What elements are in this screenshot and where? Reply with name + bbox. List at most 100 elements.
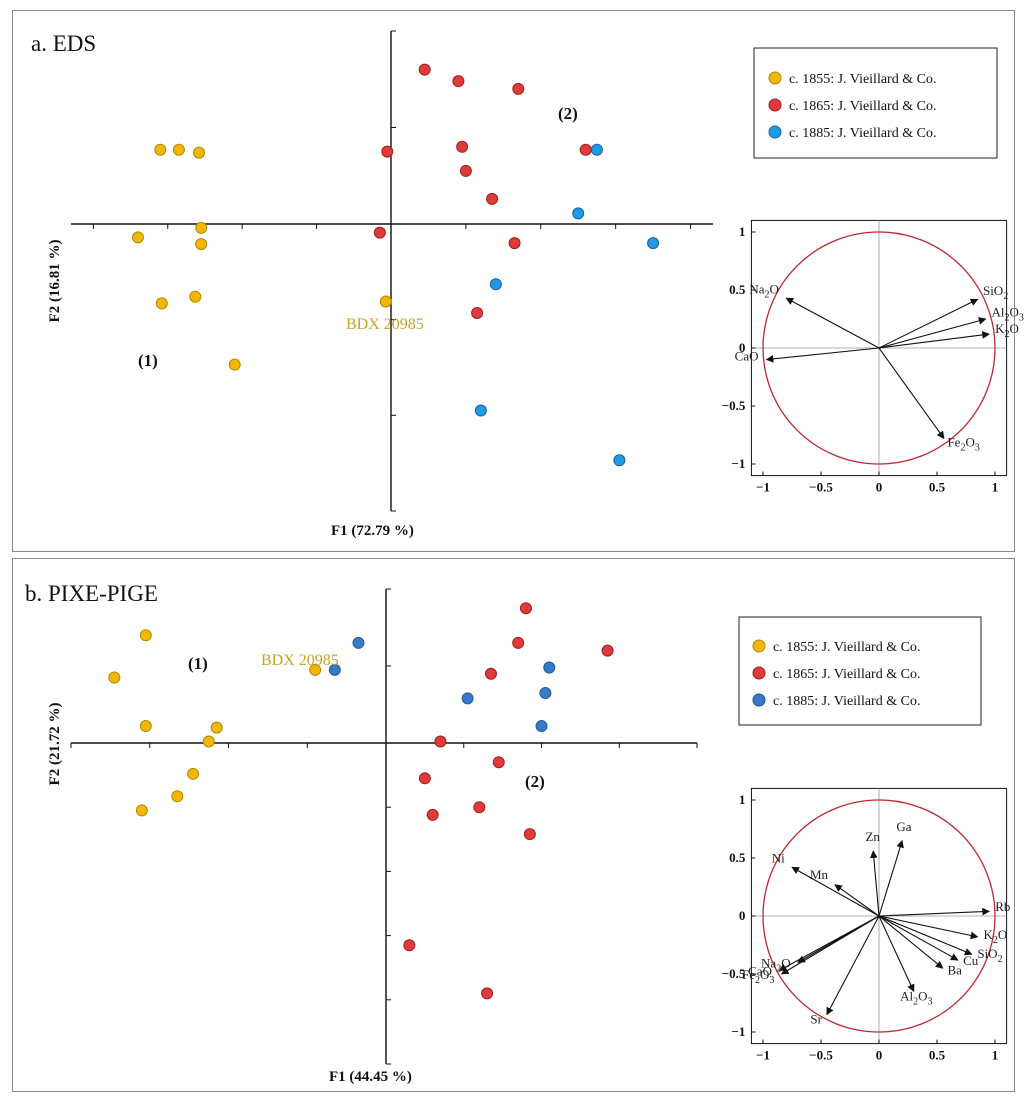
data-point-1855 (108, 671, 121, 684)
loadings-y-tick-label: −0.5 (722, 966, 746, 981)
x-axis-label: F1 (44.45 %) (329, 1069, 412, 1085)
score-axes (70, 588, 698, 1065)
loading-label: Ni (772, 850, 785, 865)
loadings-plot: −11−0.50.5000.5−0.51−1NiMnZnGaRbK2OSiO2C… (722, 787, 1010, 1063)
sample-annotation: BDX 20985 (346, 316, 424, 333)
data-point-1885 (328, 663, 341, 676)
loadings-x-tick-label: −0.5 (809, 1048, 833, 1063)
data-point-1865 (456, 140, 469, 153)
loadings-y-tick-label: 0 (739, 908, 746, 923)
loading-label: K2O (983, 927, 1007, 946)
legend-label-1865: c. 1865: J. Vieillard & Co. (773, 667, 920, 682)
data-point-1865 (403, 939, 416, 952)
loadings-y-tick-label: −0.5 (722, 398, 746, 413)
group-2-label: (2) (525, 772, 545, 791)
group-2-label: (2) (558, 104, 578, 123)
data-point-1885 (590, 143, 603, 156)
loadings-plot: −1 1 −0.5 0.5 0 0 0.5 −0.5 1 −1 Na2O CaO SiO2 Al2O3K2… (722, 219, 1024, 495)
data-point-1855 (210, 721, 223, 734)
legend-label-1885: c. 1885: J. Vieillard & Co. (773, 694, 920, 709)
loading-vector (765, 347, 880, 363)
data-point-1885 (572, 207, 585, 220)
loadings-x-tick-label: 0 (876, 480, 883, 495)
loadings-x-tick-label: −1 (756, 1048, 770, 1063)
loading-label: Zn (865, 829, 880, 844)
data-point-1855 (131, 231, 144, 244)
eds-figure: a. EDS F1 (72.79 %) F2 (16.81 %) (1) (2)… (31, 30, 1024, 539)
loading-label: Fe2O3 (742, 967, 774, 986)
data-point-1855 (139, 629, 152, 642)
sample-annotation: BDX 20985 (261, 652, 339, 669)
data-point-1885 (461, 692, 474, 705)
loading-label: Ga (896, 819, 911, 834)
data-point-1855 (172, 143, 185, 156)
score-points (131, 63, 660, 467)
loading-label: Rb (995, 899, 1010, 914)
loading-vector (791, 866, 880, 917)
legend-label-1855: c. 1855: J. Vieillard & Co. (789, 72, 936, 87)
chart-title: b. PIXE-PIGE (25, 581, 158, 606)
loading-label: Ba (947, 963, 962, 978)
data-point-1855 (202, 735, 215, 748)
data-point-1885 (543, 661, 556, 674)
legend: c. 1855: J. Vieillard & Co. c. 1865: J. … (753, 47, 998, 159)
loadings-x-tick-label: 0.5 (929, 1048, 946, 1063)
loadings-y-tick-label: 0.5 (729, 282, 746, 297)
data-point-1865 (471, 306, 484, 319)
legend-label-1865: c. 1865: J. Vieillard & Co. (789, 99, 936, 114)
data-point-1865 (519, 602, 532, 615)
loading-vector (780, 915, 880, 975)
legend-marker-1865 (752, 666, 766, 680)
loading-vector (834, 884, 880, 917)
loading-label: Fe2O3 (947, 435, 979, 454)
data-point-1885 (647, 237, 660, 250)
panel-eds: a. EDS F1 (72.79 %) F2 (16.81 %) (1) (2)… (12, 10, 1024, 552)
data-point-1855 (193, 146, 205, 159)
loadings-x-tick-label: 1 (992, 1048, 999, 1063)
loadings-y-tick-label: −1 (731, 456, 745, 471)
legend: c. 1855: J. Vieillard & Co. c. 1865: J. … (738, 616, 982, 726)
data-point-1865 (459, 164, 472, 177)
legend-marker-1865 (768, 98, 782, 112)
legend-marker-1885 (752, 693, 766, 707)
loading-vector (878, 915, 944, 969)
data-point-1865 (418, 63, 431, 76)
loading-vector (878, 298, 979, 349)
data-point-1865 (373, 226, 386, 239)
data-point-1865 (426, 808, 439, 821)
data-point-1855 (171, 790, 184, 803)
loading-label: Al2O3 (900, 988, 932, 1007)
data-point-1855 (155, 297, 168, 310)
data-point-1855 (309, 663, 322, 676)
data-point-1865 (492, 756, 505, 769)
pixe-pige-figure: b. PIXE-PIGE F1 (44.45 %) F2 (21.72 %) (… (25, 581, 1010, 1085)
data-point-1865 (508, 237, 521, 250)
loading-vector (878, 915, 979, 940)
loadings-y-tick-label: 1 (739, 792, 746, 807)
y-axis-label: F2 (21.72 %) (47, 703, 63, 786)
data-point-1885 (352, 636, 365, 649)
data-point-1865 (484, 667, 497, 680)
loadings-x-tick-label: −1 (756, 480, 770, 495)
loadings-x-tick-label: 1 (992, 480, 999, 495)
loading-vector (878, 915, 959, 961)
loading-label: Na2O (749, 281, 779, 300)
loadings-x-tick-label: 0.5 (929, 480, 946, 495)
legend-label-1855: c. 1855: J. Vieillard & Co. (773, 640, 920, 655)
loading-vector (878, 839, 904, 917)
loadings-y-tick-label: 1 (739, 224, 746, 239)
data-point-1885 (489, 278, 502, 291)
data-point-1855 (228, 358, 241, 371)
data-point-1865 (481, 987, 494, 1000)
loading-vector (878, 317, 987, 349)
data-point-1865 (418, 772, 431, 785)
loadings-y-tick-label: −1 (731, 1024, 745, 1039)
data-point-1865 (579, 143, 592, 156)
chart-title: a. EDS (31, 31, 96, 56)
loading-vector (826, 915, 880, 1016)
panel-pixe-pige: b. PIXE-PIGE F1 (44.45 %) F2 (21.72 %) (… (12, 558, 1015, 1092)
loadings-x-tick-label: −0.5 (809, 480, 833, 495)
loading-label: K2O (995, 321, 1019, 340)
loading-vector (878, 915, 915, 993)
loading-vector (878, 907, 990, 917)
